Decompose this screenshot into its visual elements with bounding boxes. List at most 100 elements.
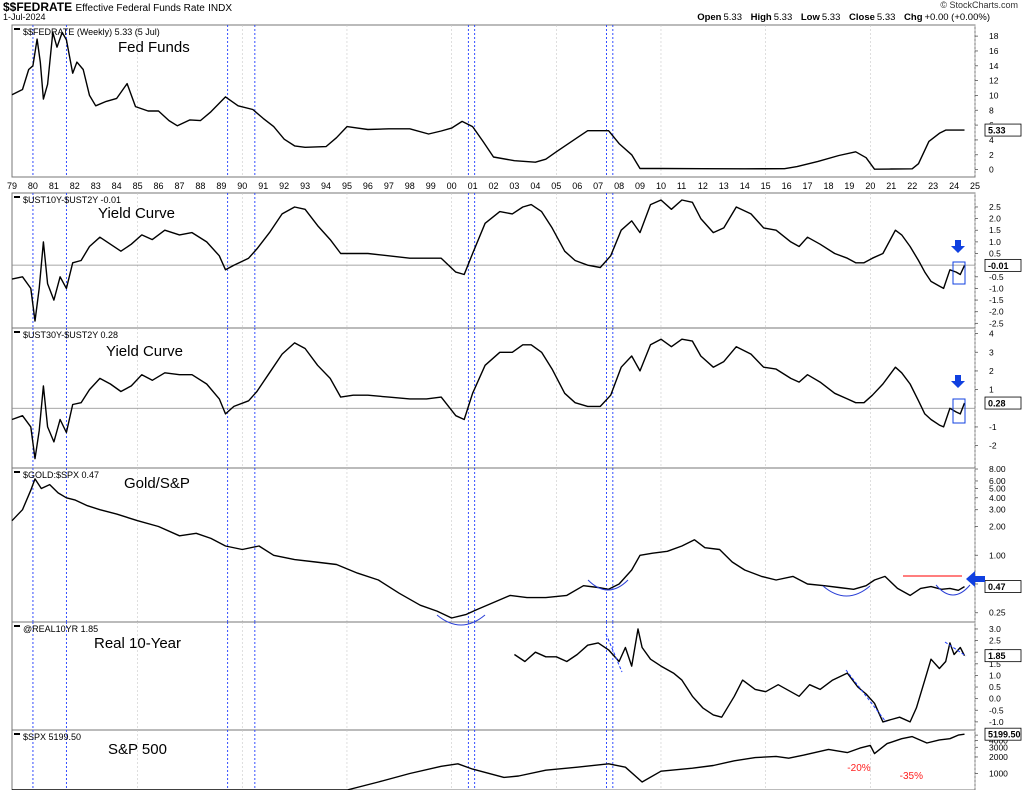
x-tick-label: 18: [823, 181, 833, 191]
series-line[interactable]: [11, 478, 965, 619]
series-label: $UST10Y-$UST2Y -0.01: [23, 195, 121, 205]
y-tick-label: -2.5: [989, 318, 1004, 328]
panel-annotation: Yield Curve: [106, 343, 183, 360]
panel-annotation: Yield Curve: [98, 205, 175, 222]
y-tick-label: 3.0: [989, 624, 1001, 634]
bottom-arc: [822, 585, 871, 597]
x-tick-label: 11: [677, 181, 686, 191]
open-value: 5.33: [723, 12, 742, 23]
y-tick-label: 1.5: [989, 225, 1001, 235]
trend-line: [605, 633, 623, 673]
multi-panel-chart[interactable]: 024681012141618$$FEDRATE (Weekly) 5.33 (…: [0, 22, 1024, 790]
x-tick-label: 91: [258, 181, 268, 191]
last-value-box: [984, 396, 1022, 410]
y-tick-label: 0: [989, 165, 994, 175]
panel-annotation: S&P 500: [108, 741, 167, 758]
x-tick-label: 88: [195, 181, 205, 191]
y-tick-label: -0.5: [989, 705, 1004, 715]
x-tick-label: 08: [614, 181, 624, 191]
last-value-box: [984, 580, 1022, 593]
x-tick-label: 80: [28, 181, 38, 191]
y-tick-label: 16: [989, 46, 999, 56]
open-label: Open: [697, 12, 722, 23]
legend-swatch: [14, 733, 20, 735]
series-label: $GOLD:$SPX 0.47: [23, 470, 99, 480]
x-tick-label: 95: [342, 181, 352, 191]
y-tick-label: 6.00: [989, 476, 1006, 486]
x-tick-label: 21: [886, 181, 896, 191]
last-value-label: 5.33: [988, 126, 1006, 136]
x-tick-label: 00: [447, 181, 457, 191]
y-tick-label: 4: [989, 135, 994, 145]
chg-label: Chg: [904, 12, 923, 23]
x-tick-label: 06: [572, 181, 582, 191]
chart-header: $$FEDRATE Effective Federal Funds Rate I…: [0, 0, 1024, 23]
x-tick-label: 85: [133, 181, 143, 191]
drawdown-label: -35%: [900, 771, 923, 782]
y-tick-label: -1: [989, 422, 997, 432]
down-arrow-icon: [951, 375, 965, 388]
y-tick-label: 2: [989, 366, 994, 376]
y-tick-label: 1000: [989, 768, 1008, 778]
series-line[interactable]: [11, 338, 966, 460]
x-tick-label: 96: [363, 181, 373, 191]
x-tick-label: 84: [112, 181, 122, 191]
y-tick-label: -2: [989, 441, 997, 451]
chart-date: 1-Jul-2024: [3, 12, 46, 22]
high-label: High: [750, 12, 772, 23]
series-label: $$FEDRATE (Weekly) 5.33 (5 Jul): [23, 27, 160, 37]
legend-swatch: [14, 331, 20, 333]
low-value: 5.33: [821, 12, 841, 23]
panel-annotation: Real 10-Year: [94, 635, 181, 652]
y-tick-label: 1.0: [989, 237, 1001, 247]
series-line[interactable]: [11, 199, 966, 322]
y-tick-label: -0.5: [989, 272, 1004, 282]
y-tick-label: 0.25: [989, 608, 1006, 618]
x-tick-label: 94: [321, 181, 331, 191]
y-tick-label: 3.00: [989, 505, 1006, 515]
close-label: Close: [849, 12, 875, 23]
x-tick-label: 14: [740, 181, 750, 191]
last-value-box: [984, 258, 1022, 272]
x-tick-label: 93: [300, 181, 310, 191]
close-value: 5.33: [876, 12, 896, 23]
symbol-title: $$FEDRATE Effective Federal Funds Rate I…: [3, 0, 232, 14]
x-tick-label: 92: [279, 181, 289, 191]
y-tick-label: 2.5: [989, 202, 1001, 212]
last-value-box: [984, 649, 1022, 663]
y-tick-label: 8: [989, 105, 994, 115]
last-value-label: 0.28: [988, 399, 1006, 409]
x-tick-label: 12: [698, 181, 708, 191]
trend-line: [944, 641, 967, 657]
x-tick-label: 81: [49, 181, 59, 191]
y-tick-label: 18: [989, 31, 999, 41]
x-tick-label: 79: [7, 181, 17, 191]
series-line[interactable]: [12, 733, 965, 790]
series-label: $SPX 5199.50: [23, 732, 81, 742]
y-tick-label: 1.0: [989, 670, 1001, 680]
x-tick-label: 99: [426, 181, 436, 191]
last-value-label: 5199.50: [988, 730, 1021, 740]
y-tick-label: 0.5: [989, 249, 1001, 259]
last-value-box: [984, 123, 1022, 137]
y-tick-label: 4.00: [989, 493, 1006, 503]
x-tick-label: 05: [551, 181, 561, 191]
y-tick-label: 4: [989, 329, 994, 339]
symbol-exchange: INDX: [208, 3, 233, 14]
x-tick-label: 83: [91, 181, 101, 191]
y-tick-label: 3: [989, 347, 994, 357]
down-arrow-icon: [951, 240, 965, 253]
x-tick-label: 01: [468, 181, 478, 191]
y-tick-label: 2.0: [989, 214, 1001, 224]
y-tick-label: 2.5: [989, 636, 1001, 646]
y-tick-label: 12: [989, 76, 999, 86]
y-tick-label: -1.0: [989, 283, 1004, 293]
y-tick-label: 2000: [989, 752, 1008, 762]
bottom-arc: [587, 579, 629, 591]
series-line[interactable]: [11, 31, 965, 170]
x-tick-label: 86: [154, 181, 164, 191]
chg-value: +0.00 (+0.00%): [924, 12, 991, 23]
x-tick-label: 07: [593, 181, 603, 191]
series-line[interactable]: [514, 628, 966, 723]
x-tick-label: 98: [405, 181, 415, 191]
